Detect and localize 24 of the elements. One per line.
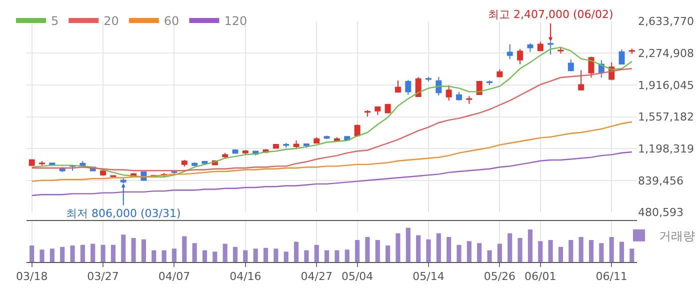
x-tick-label: 04/07 xyxy=(158,270,190,284)
legend-label: 60 xyxy=(164,14,180,28)
y-tick-label: 1,557,182 xyxy=(638,110,694,124)
annotation: 최고 2,407,000 (06/02) xyxy=(488,8,614,21)
legend-label: 120 xyxy=(224,14,248,28)
y-tick-label: 2,633,770 xyxy=(638,15,694,28)
y-tick-label: 839,456 xyxy=(638,174,684,188)
y-tick-label: 480,593 xyxy=(638,206,684,220)
legend-label: 5 xyxy=(51,14,59,28)
annotation: 최저 806,000 (03/31) xyxy=(66,207,181,220)
x-tick-label: 04/27 xyxy=(300,270,332,284)
legend-label: 20 xyxy=(104,14,119,28)
x-tick-label: 03/18 xyxy=(16,270,48,284)
x-tick-label: 06/11 xyxy=(596,270,628,284)
legend-label: 거래량 xyxy=(659,229,695,244)
x-tick-label: 05/26 xyxy=(484,270,516,284)
y-tick-label: 1,198,319 xyxy=(638,142,694,156)
x-tick-label: 05/04 xyxy=(341,270,374,284)
x-tick-label: 04/16 xyxy=(230,270,262,284)
x-tick-label: 06/01 xyxy=(524,270,556,284)
y-tick-label: 1,916,045 xyxy=(638,78,694,92)
y-tick-label: 2,274,908 xyxy=(638,46,694,60)
x-tick-label: 03/27 xyxy=(87,270,119,284)
x-tick-label: 05/14 xyxy=(412,270,444,284)
